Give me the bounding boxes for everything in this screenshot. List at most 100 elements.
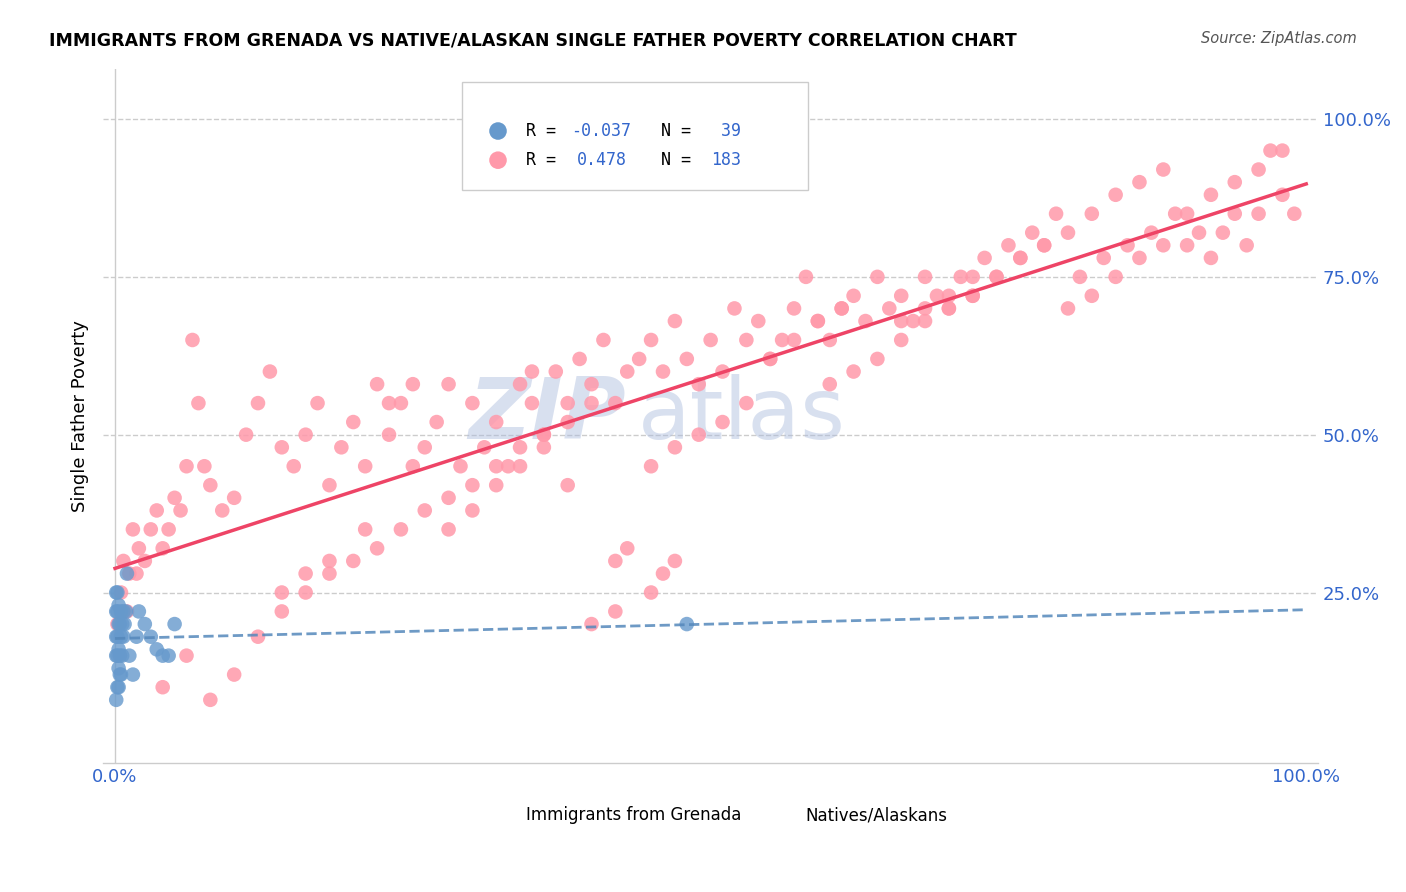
Point — [354, 459, 377, 474]
Point — [1212, 226, 1234, 240]
Point — [413, 440, 436, 454]
Point — [163, 617, 186, 632]
Point — [111, 617, 134, 632]
Point — [145, 642, 167, 657]
Point — [378, 427, 401, 442]
Point — [107, 630, 129, 644]
Point — [112, 554, 135, 568]
Point — [640, 459, 662, 474]
Point — [688, 377, 710, 392]
Point — [461, 503, 484, 517]
Text: IMMIGRANTS FROM GRENADA VS NATIVE/ALASKAN SINGLE FATHER POVERTY CORRELATION CHAR: IMMIGRANTS FROM GRENADA VS NATIVE/ALASKA… — [49, 31, 1017, 49]
Point — [605, 396, 627, 410]
Point — [450, 459, 472, 474]
Point — [688, 427, 710, 442]
Point — [108, 667, 131, 681]
Point — [145, 503, 167, 517]
Point — [152, 648, 174, 663]
Point — [318, 554, 340, 568]
Point — [259, 365, 281, 379]
Point — [461, 396, 484, 410]
Point — [157, 522, 180, 536]
Point — [107, 648, 129, 663]
Point — [592, 333, 614, 347]
Point — [105, 630, 128, 644]
Point — [402, 377, 425, 392]
Point — [1271, 187, 1294, 202]
Point — [125, 566, 148, 581]
Point — [472, 440, 495, 454]
Point — [747, 314, 769, 328]
Point — [108, 648, 131, 663]
Point — [890, 333, 912, 347]
Point — [1128, 251, 1150, 265]
Text: 183: 183 — [710, 151, 741, 169]
Point — [224, 667, 246, 681]
Point — [107, 617, 129, 632]
Point — [509, 440, 531, 454]
Point — [770, 790, 793, 805]
Point — [807, 314, 830, 328]
Point — [901, 314, 924, 328]
Point — [112, 604, 135, 618]
Text: ZIP: ZIP — [468, 375, 626, 458]
Point — [122, 522, 145, 536]
Point — [437, 377, 460, 392]
Point — [110, 604, 132, 618]
Point — [1116, 238, 1139, 252]
Point — [176, 459, 198, 474]
Point — [1010, 251, 1032, 265]
Point — [962, 289, 984, 303]
Point — [938, 289, 960, 303]
Point — [366, 541, 388, 556]
Point — [152, 680, 174, 694]
Point — [496, 790, 519, 805]
Point — [640, 333, 662, 347]
Point — [520, 396, 543, 410]
Point — [107, 661, 129, 675]
Point — [986, 269, 1008, 284]
Point — [111, 648, 134, 663]
Point — [1081, 207, 1104, 221]
Point — [378, 396, 401, 410]
Point — [318, 478, 340, 492]
Point — [176, 648, 198, 663]
Point — [652, 365, 675, 379]
Point — [1033, 238, 1056, 252]
Point — [115, 566, 138, 581]
Text: R =: R = — [526, 151, 576, 169]
Point — [855, 314, 877, 328]
Point — [962, 269, 984, 284]
Point — [890, 289, 912, 303]
Point — [914, 269, 936, 284]
Point — [128, 541, 150, 556]
Text: Source: ZipAtlas.com: Source: ZipAtlas.com — [1201, 31, 1357, 46]
Point — [128, 604, 150, 618]
Point — [1033, 238, 1056, 252]
Point — [139, 522, 162, 536]
Point — [122, 667, 145, 681]
Point — [914, 314, 936, 328]
Point — [652, 566, 675, 581]
Point — [246, 396, 269, 410]
Point — [114, 617, 136, 632]
Point — [818, 377, 841, 392]
Text: atlas: atlas — [638, 375, 846, 458]
Point — [354, 522, 377, 536]
Point — [1104, 187, 1126, 202]
Point — [544, 365, 567, 379]
Point — [169, 503, 191, 517]
Point — [110, 630, 132, 644]
Point — [491, 195, 513, 210]
Point — [270, 440, 292, 454]
Point — [1140, 226, 1163, 240]
Point — [107, 585, 129, 599]
Point — [1223, 207, 1246, 221]
Point — [1175, 238, 1198, 252]
Text: Immigrants from Grenada: Immigrants from Grenada — [526, 806, 741, 824]
Point — [105, 693, 128, 707]
Point — [1057, 226, 1080, 240]
Point — [605, 554, 627, 568]
Point — [107, 617, 129, 632]
Point — [134, 554, 156, 568]
